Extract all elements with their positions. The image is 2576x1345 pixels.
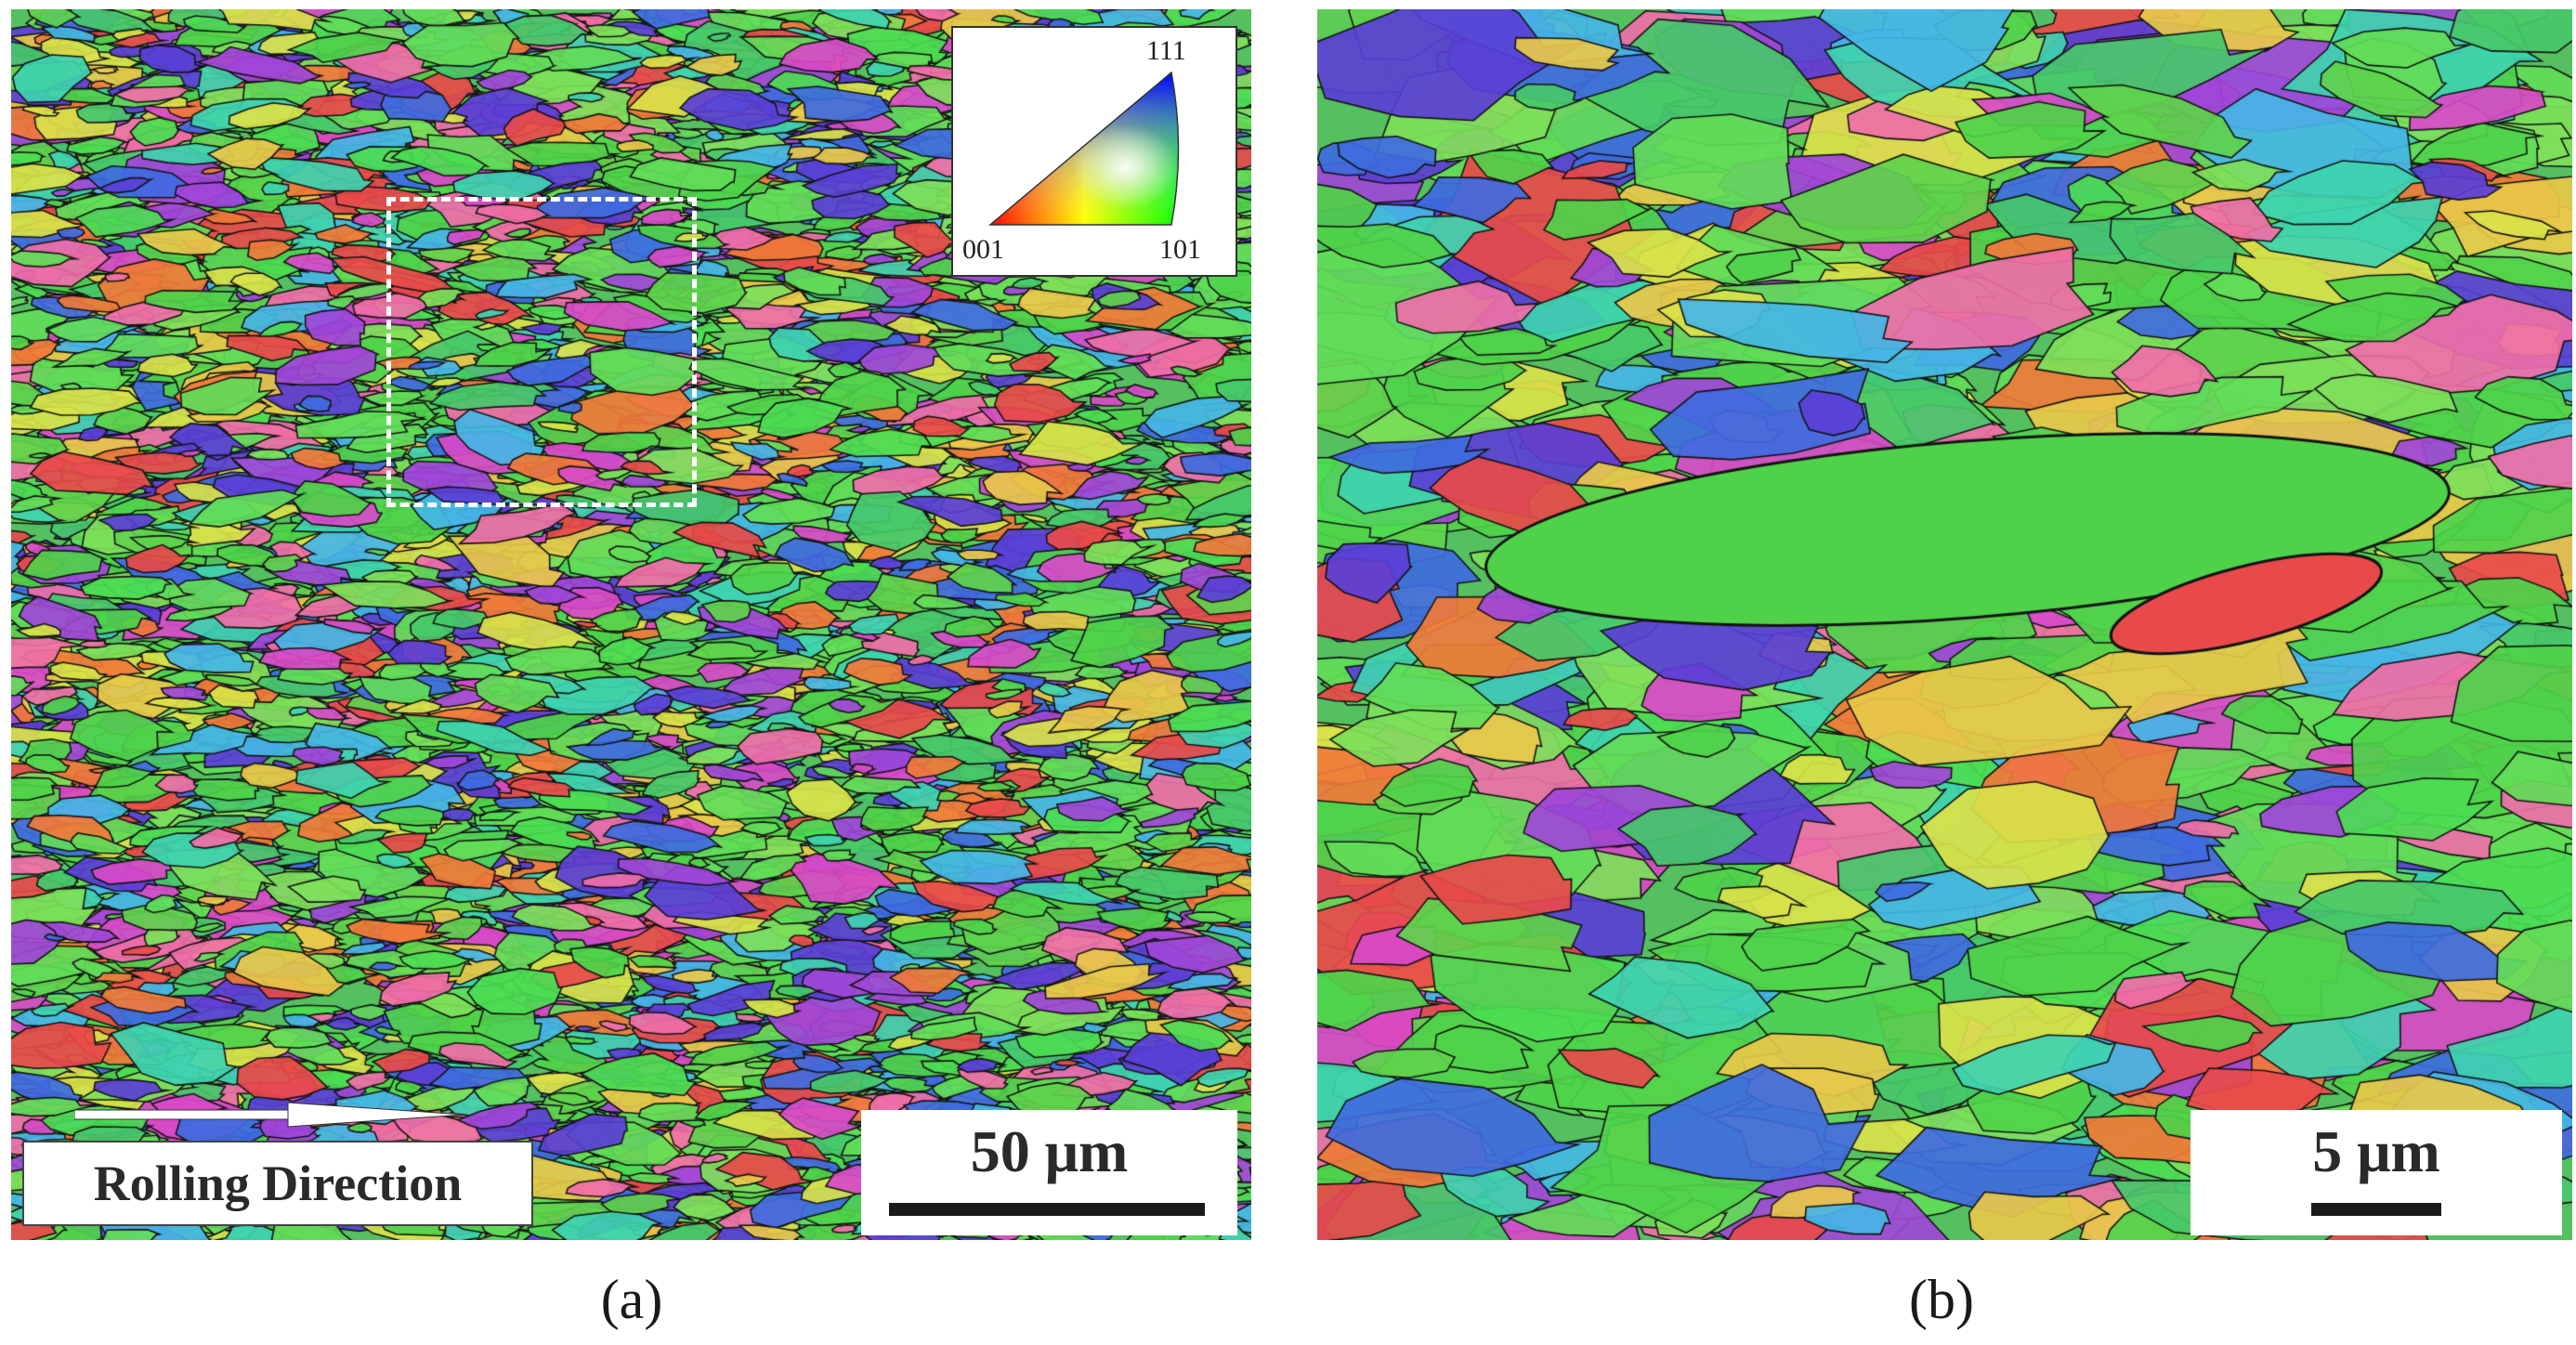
ipf-label-101: 101 <box>1159 234 1201 265</box>
ipf-label-001: 001 <box>962 234 1004 265</box>
zoom-region-box <box>386 197 697 507</box>
scale-bar-b-line <box>2311 1203 2441 1216</box>
scale-bar-a: 50 μm <box>861 1110 1237 1235</box>
panel-a-caption: (a) <box>600 1269 663 1330</box>
scale-bar-a-label: 50 μm <box>970 1118 1129 1184</box>
rolling-direction-arrow-icon <box>74 1102 464 1128</box>
ebsd-map-b: 5 μm <box>1317 9 2572 1240</box>
ebsd-map-b-image <box>1317 9 2572 1240</box>
ipf-label-111: 111 <box>1146 35 1186 66</box>
ipf-color-key: 111 001 101 <box>951 26 1237 277</box>
ebsd-map-a: 111 001 101 Rolling Direction 50 μm <box>11 9 1251 1240</box>
scale-bar-a-line <box>889 1203 1205 1216</box>
scale-bar-b: 5 μm <box>2190 1110 2562 1235</box>
rolling-direction-label: Rolling Direction <box>22 1141 533 1226</box>
panel-b-caption: (b) <box>1909 1269 1974 1330</box>
ipf-triangle-icon <box>987 71 1180 226</box>
scale-bar-b-label: 5 μm <box>2312 1118 2440 1184</box>
